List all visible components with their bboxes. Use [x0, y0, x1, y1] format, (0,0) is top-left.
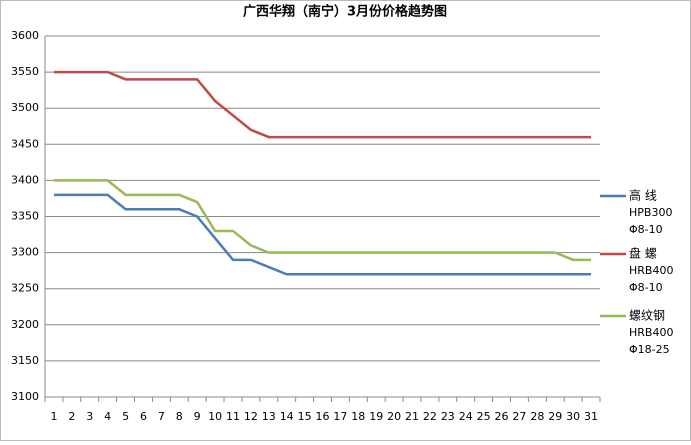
- x-tick-label: 17: [333, 410, 347, 423]
- x-tick-label: 21: [405, 410, 419, 423]
- x-tick-label: 5: [122, 410, 129, 423]
- x-tick-label: 27: [512, 410, 526, 423]
- y-tick-label: 3150: [11, 354, 39, 367]
- y-tick-label: 3400: [11, 173, 39, 186]
- chart-title: 广西华翔（南宁）3月份价格趋势图: [243, 4, 447, 20]
- x-tick-label: 15: [298, 410, 312, 423]
- x-tick-label: 13: [262, 410, 276, 423]
- y-tick-label: 3350: [11, 210, 39, 223]
- x-tick-label: 30: [566, 410, 580, 423]
- x-tick-label: 6: [140, 410, 147, 423]
- legend-spec: Φ8-10: [629, 281, 663, 294]
- legend-spec: Φ8-10: [629, 223, 663, 236]
- x-tick-label: 2: [68, 410, 75, 423]
- legend-spec: HRB400: [629, 264, 673, 277]
- y-tick-label: 3200: [11, 318, 39, 331]
- x-tick-label: 4: [104, 410, 111, 423]
- series-line: [53, 179, 592, 262]
- x-tick-label: 31: [584, 410, 598, 423]
- x-tick-label: 9: [194, 410, 201, 423]
- x-tick-label: 26: [495, 410, 509, 423]
- x-tick-label: 29: [548, 410, 562, 423]
- x-tick-label: 8: [176, 410, 183, 423]
- x-tick-label: 20: [387, 410, 401, 423]
- legend-spec: HPB300: [629, 206, 672, 219]
- y-tick-label: 3600: [11, 29, 39, 42]
- x-tick-label: 12: [244, 410, 258, 423]
- legend-label: 螺纹钢: [629, 309, 665, 323]
- y-tick-label: 3100: [11, 390, 39, 403]
- x-tick-label: 1: [50, 410, 57, 423]
- series-line: [53, 193, 592, 276]
- legend-label: 高 线: [629, 188, 657, 203]
- x-tick-label: 14: [280, 410, 294, 423]
- y-tick-label: 3500: [11, 101, 39, 114]
- x-tick-label: 28: [530, 410, 544, 423]
- series-line: [53, 70, 592, 139]
- x-tick-label: 11: [226, 410, 240, 423]
- y-tick-label: 3250: [11, 282, 39, 295]
- x-tick-label: 25: [477, 410, 491, 423]
- x-tick-label: 24: [459, 410, 473, 423]
- x-tick-label: 18: [351, 410, 365, 423]
- legend-label: 盘 螺: [629, 246, 657, 261]
- x-tick-label: 3: [86, 410, 93, 423]
- y-tick-label: 3300: [11, 246, 39, 259]
- x-tick-label: 7: [158, 410, 165, 423]
- legend-spec: HRB400: [629, 326, 673, 339]
- x-tick-label: 23: [441, 410, 455, 423]
- y-tick-label: 3450: [11, 137, 39, 150]
- x-tick-label: 10: [208, 410, 222, 423]
- legend-spec: Φ18-25: [629, 343, 670, 356]
- y-tick-label: 3550: [11, 65, 39, 78]
- x-tick-label: 16: [316, 410, 330, 423]
- x-tick-label: 22: [423, 410, 437, 423]
- x-tick-label: 19: [369, 410, 383, 423]
